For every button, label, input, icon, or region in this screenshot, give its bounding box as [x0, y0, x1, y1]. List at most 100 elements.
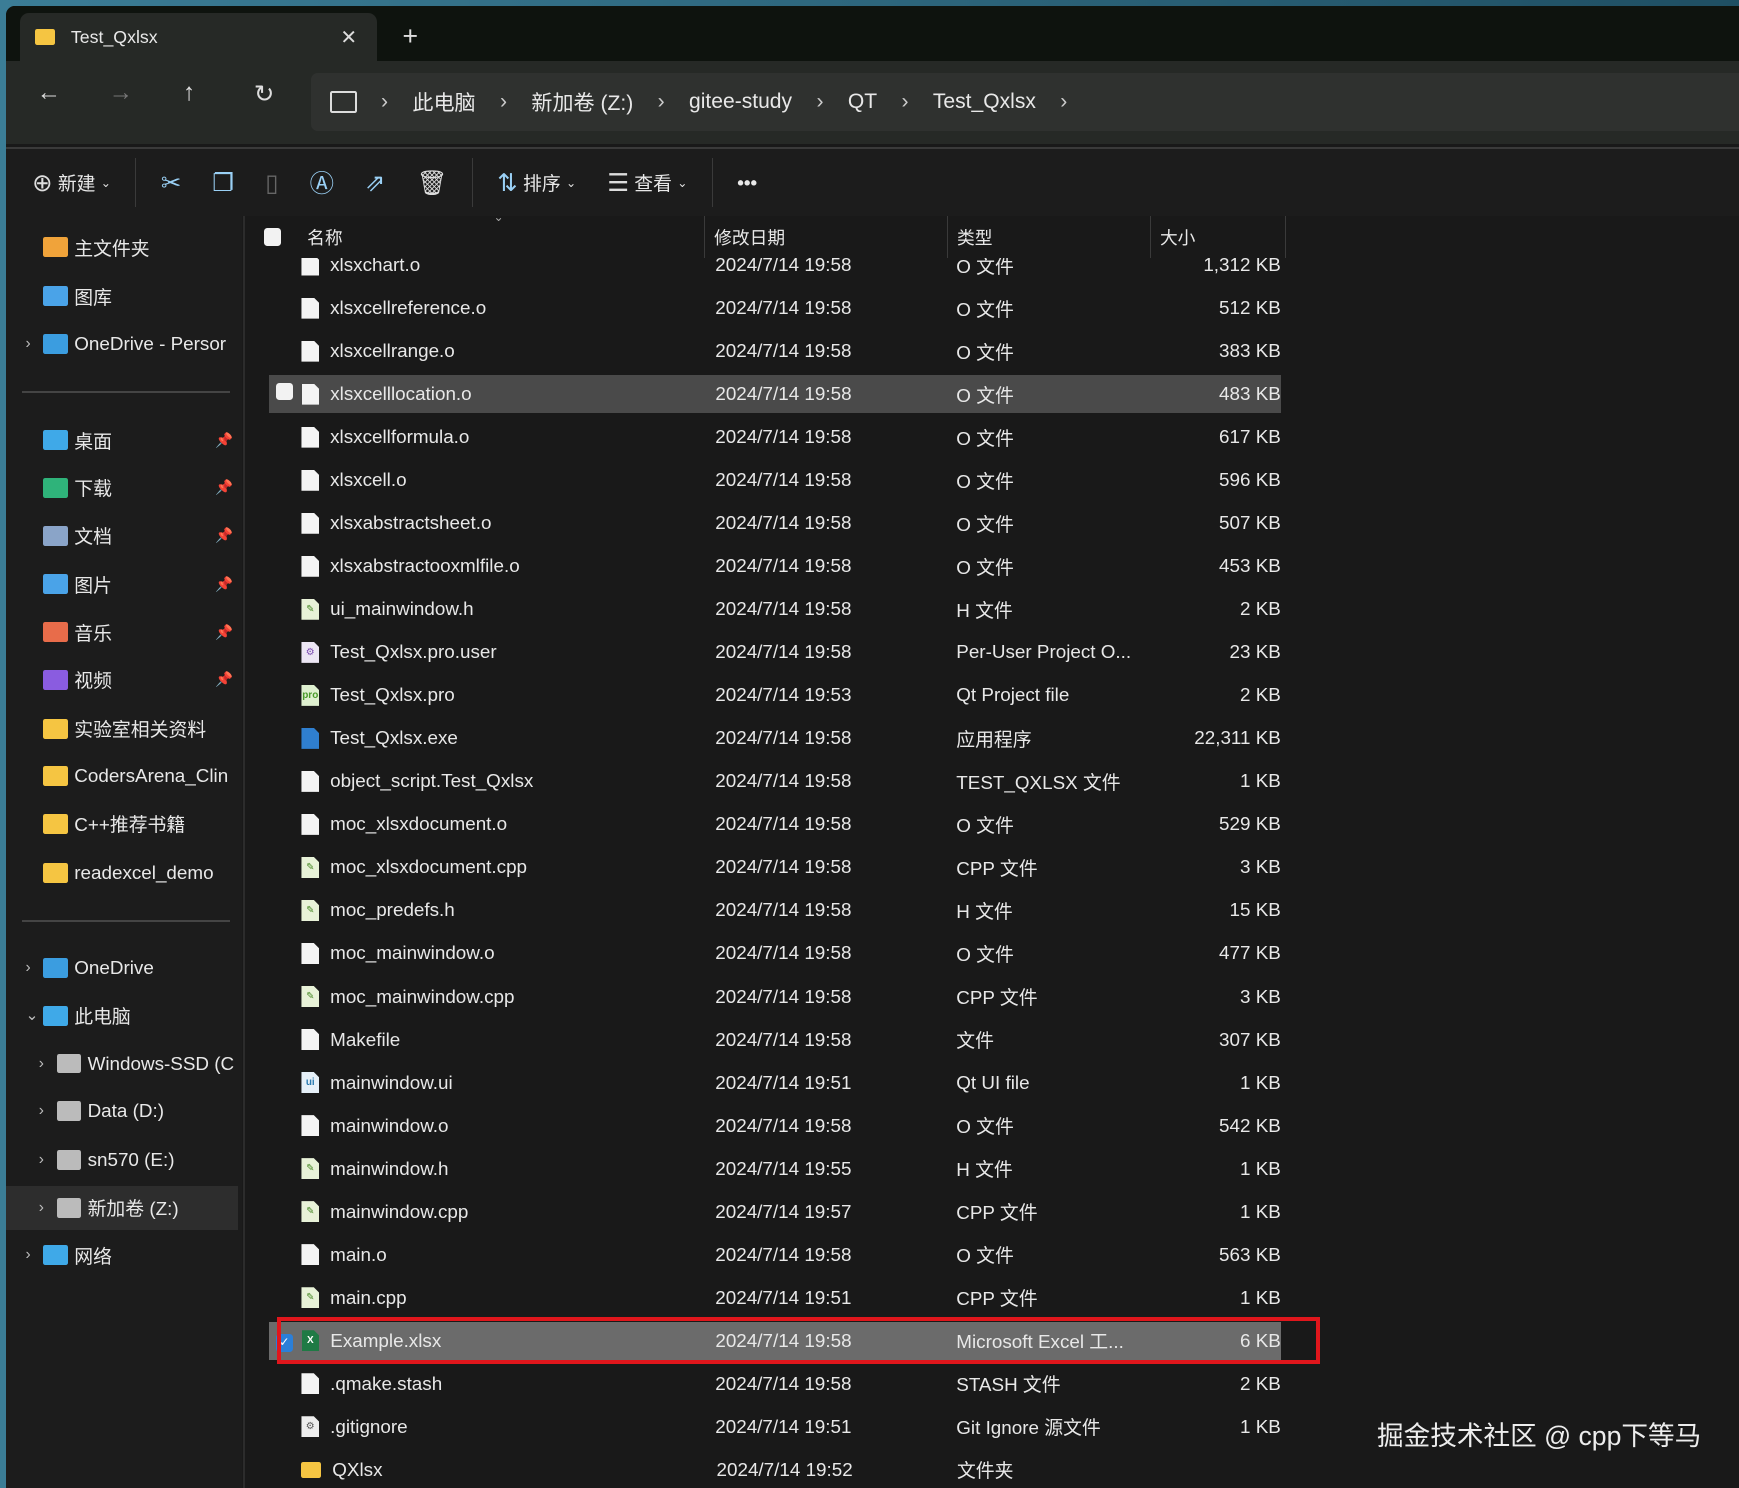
sidebar-item[interactable]: 桌面 📌 — [6, 418, 239, 462]
sidebar-item[interactable]: › 新加卷 (Z:) — [5, 1185, 239, 1230]
sidebar-item[interactable]: › Data (D:) — [6, 1089, 239, 1133]
up-button[interactable]: ↑ — [182, 78, 196, 106]
file-row[interactable]: ✎ moc_mainwindow.cpp 2024/7/14 19:58 CPP 文件… — [269, 978, 1281, 1016]
rename-button[interactable]: Ⓐ — [294, 161, 349, 205]
address-bar[interactable]: › 此电脑 › 新加卷 (Z:) › gitee-study › QT › Test_Q… — [310, 73, 1739, 131]
sort-button[interactable]: ⇅ 排序 ⌄ — [482, 161, 592, 205]
file-type: Git Ignore 源文件 — [956, 1417, 1101, 1439]
sidebar-item[interactable]: › Windows-SSD (C — [6, 1041, 239, 1085]
sidebar-item[interactable]: readexcel_demo — [6, 851, 239, 895]
file-row[interactable]: xlsxcell.o 2024/7/14 19:58 O 文件 596 KB — [269, 461, 1281, 499]
file-row[interactable]: ⚙ Test_Qxlsx.pro.user 2024/7/14 19:58 Per-U… — [269, 633, 1281, 671]
pin-icon[interactable]: 📌 — [214, 480, 233, 497]
breadcrumb-item[interactable]: 新加卷 (Z:) — [531, 91, 634, 115]
file-row[interactable]: Test_Qxlsx.exe 2024/7/14 19:58 应用程序 22,311 … — [269, 719, 1281, 757]
cut-button[interactable]: ✂ — [145, 161, 196, 205]
file-row[interactable]: xlsxabstractooxmlfile.o 2024/7/14 19:58 O … — [269, 547, 1281, 585]
pane-splitter[interactable] — [242, 216, 246, 1488]
back-button[interactable]: ← — [36, 78, 61, 106]
file-type: O 文件 — [956, 556, 1014, 578]
breadcrumb-item[interactable]: gitee-study — [689, 89, 793, 113]
sidebar-item[interactable]: C++推荐书籍 — [6, 802, 239, 846]
row-checkbox[interactable] — [276, 382, 293, 406]
copy-button[interactable]: ❐ — [197, 161, 250, 205]
chevron-icon[interactable]: › — [25, 1246, 31, 1264]
breadcrumb-item[interactable]: QT — [847, 89, 878, 113]
column-name[interactable]: 名称 ⌄ — [281, 216, 706, 259]
column-size[interactable]: 大小 — [1151, 216, 1287, 259]
file-row[interactable]: object_script.Test_Qxlsx 2024/7/14 19:58 T… — [269, 763, 1281, 801]
chevron-icon[interactable]: › — [38, 1150, 44, 1168]
share-button[interactable]: ⇗ — [350, 161, 401, 205]
chevron-icon[interactable]: › — [38, 1054, 44, 1072]
new-tab-button[interactable]: + — [402, 21, 419, 52]
chevron-icon[interactable]: › — [38, 1102, 44, 1120]
sidebar-item[interactable]: › OneDrive — [6, 946, 239, 990]
new-button[interactable]: ⊕ 新建 ⌄ — [6, 161, 127, 205]
file-row[interactable]: ⚙ .gitignore 2024/7/14 19:51 Git Ignore 源文件… — [269, 1408, 1281, 1446]
sidebar-item[interactable]: 图库 — [6, 274, 239, 318]
sidebar-item[interactable]: 下载 📌 — [6, 466, 239, 510]
sidebar-item[interactable]: 图片 📌 — [6, 562, 239, 606]
sidebar-item[interactable]: › 网络 — [6, 1233, 239, 1277]
more-options-button[interactable]: ••• — [737, 171, 758, 193]
sidebar-item[interactable]: CodersArena_Clin — [6, 754, 239, 798]
sidebar-item[interactable]: 视频 📌 — [6, 658, 239, 702]
chevron-icon[interactable]: › — [25, 334, 31, 352]
refresh-button[interactable]: ↻ — [253, 80, 275, 108]
file-row[interactable]: ✎ moc_predefs.h 2024/7/14 19:58 H 文件 15 KB — [269, 892, 1281, 930]
pin-icon[interactable]: 📌 — [214, 432, 233, 449]
sidebar-item[interactable]: › OneDrive - Persor — [6, 322, 239, 366]
chevron-icon[interactable]: › — [38, 1198, 44, 1216]
delete-button[interactable]: 🗑 — [401, 161, 463, 205]
file-row[interactable]: Makefile 2024/7/14 19:58 文件 307 KB — [269, 1021, 1281, 1059]
file-row[interactable]: xlsxcellformula.o 2024/7/14 19:58 O 文件 617 … — [269, 418, 1281, 456]
file-row[interactable]: ✎ moc_xlsxdocument.cpp 2024/7/14 19:58 CPP … — [269, 849, 1281, 887]
file-row[interactable]: ✎ ui_mainwindow.h 2024/7/14 19:58 H 文件 2 KB — [269, 590, 1281, 628]
file-row[interactable]: moc_xlsxdocument.o 2024/7/14 19:58 O 文件 529… — [269, 806, 1281, 844]
chevron-icon[interactable]: ⌄ — [25, 1007, 39, 1025]
chevron-right-icon: › — [901, 89, 909, 113]
select-all-checkbox[interactable] — [247, 216, 281, 258]
file-row[interactable]: ✎ mainwindow.h 2024/7/14 19:55 H 文件 1 KB — [269, 1150, 1281, 1188]
file-row[interactable]: ✎ mainwindow.cpp 2024/7/14 19:57 CPP 文件 1 KB — [269, 1193, 1281, 1231]
sidebar-item[interactable]: 主文件夹 — [6, 225, 239, 269]
file-row[interactable]: xlsxabstractsheet.o 2024/7/14 19:58 O 文件 50… — [269, 504, 1281, 542]
file-row[interactable]: QXlsx 2024/7/14 19:52 文件夹 — [269, 1451, 1280, 1488]
sidebar-item[interactable]: › sn570 (E:) — [6, 1138, 239, 1182]
file-row[interactable]: main.o 2024/7/14 19:58 O 文件 563 KB — [269, 1236, 1281, 1274]
pin-icon[interactable]: 📌 — [214, 528, 233, 545]
chevron-icon[interactable]: › — [25, 959, 31, 977]
chevron-right-icon[interactable]: › — [1060, 89, 1068, 113]
file-row[interactable]: .qmake.stash 2024/7/14 19:58 STASH 文件 2 KB — [269, 1365, 1281, 1403]
file-row[interactable]: mainwindow.o 2024/7/14 19:58 O 文件 542 KB — [269, 1107, 1281, 1145]
file-row[interactable]: xlsxchart.o 2024/7/14 19:58 O 文件 1,312 KB — [269, 246, 1281, 284]
sidebar-item[interactable]: 文档 📌 — [6, 513, 239, 557]
file-row[interactable]: moc_mainwindow.o 2024/7/14 19:58 O 文件 477 K… — [269, 935, 1281, 973]
file-size: 477 KB — [1219, 942, 1281, 964]
view-button[interactable]: ☰ 查看 ⌄ — [592, 161, 703, 205]
column-date[interactable]: 修改日期 — [705, 216, 949, 259]
tab-test-qxlsx[interactable]: Test_Qxlsx ✕ — [19, 13, 378, 61]
sidebar-item[interactable]: ⌄ 此电脑 — [6, 994, 239, 1038]
breadcrumb-item[interactable]: Test_Qxlsx — [932, 89, 1036, 113]
sidebar-item[interactable]: 音乐 📌 — [6, 610, 239, 654]
file-row[interactable]: xlsxcelllocation.o 2024/7/14 19:58 O 文件 483… — [269, 375, 1281, 413]
file-row[interactable]: xlsxcellrange.o 2024/7/14 19:58 O 文件 383 KB — [269, 332, 1281, 370]
paste-button[interactable]: ▯ — [250, 161, 294, 205]
file-row[interactable]: ✎ main.cpp 2024/7/14 19:51 CPP 文件 1 KB — [269, 1279, 1281, 1317]
divider — [711, 158, 713, 208]
forward-button[interactable]: → — [108, 78, 134, 106]
column-type[interactable]: 类型 — [948, 216, 1152, 259]
file-row[interactable]: ui mainwindow.ui 2024/7/14 19:51 Qt UI file… — [269, 1064, 1281, 1102]
breadcrumb-item[interactable]: 此电脑 — [412, 91, 476, 115]
pin-icon[interactable]: 📌 — [214, 672, 233, 689]
file-row[interactable]: pro Test_Qxlsx.pro 2024/7/14 19:53 Qt Proje… — [269, 676, 1281, 714]
sidebar-item[interactable]: 实验室相关资料 — [6, 706, 239, 750]
pin-icon[interactable]: 📌 — [214, 576, 233, 593]
close-tab-button[interactable]: ✕ — [340, 26, 358, 49]
file-type: O 文件 — [956, 470, 1014, 492]
file-row[interactable]: xlsxcellreference.o 2024/7/14 19:58 O 文件 51… — [269, 289, 1281, 327]
file-name: moc_xlsxdocument.o — [330, 813, 508, 835]
pin-icon[interactable]: 📌 — [214, 624, 233, 641]
